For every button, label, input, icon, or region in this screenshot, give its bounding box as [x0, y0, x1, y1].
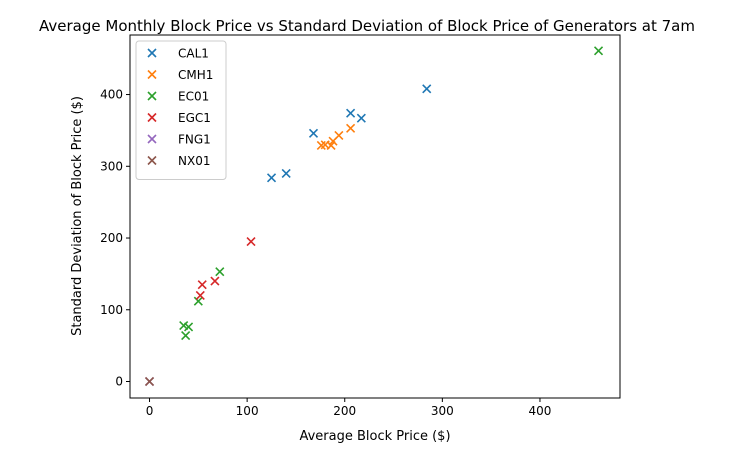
y-tick-label: 100: [100, 303, 123, 317]
plot-area: [144, 46, 604, 387]
x-tick-label: 100: [236, 404, 259, 418]
data-point: [356, 113, 366, 123]
data-point: [184, 322, 194, 332]
series-egc1: [195, 237, 256, 300]
x-axis-label: Average Block Price ($): [299, 429, 450, 444]
data-point: [593, 46, 604, 56]
x-tick-label: 200: [333, 404, 356, 418]
data-point: [197, 280, 207, 290]
chart-title: Average Monthly Block Price vs Standard …: [39, 17, 695, 35]
plot-frame: [129, 34, 621, 399]
legend-marker: [147, 134, 157, 144]
legend-item-ec01: EC01: [147, 90, 209, 104]
legend-item-nx01: NX01: [147, 154, 210, 168]
data-point: [195, 290, 205, 300]
data-point: [193, 296, 203, 306]
y-tick-label: 400: [100, 88, 123, 102]
legend-label: NX01: [178, 154, 210, 168]
data-point: [181, 331, 191, 341]
y-axis: 0 100 200 300 400: [100, 88, 130, 389]
data-point: [334, 130, 344, 141]
y-axis-label: Standard Deviation of Block Price ($): [70, 96, 85, 336]
y-tick-label: 300: [100, 159, 123, 173]
legend-marker: [147, 48, 157, 58]
legend-marker: [147, 91, 157, 101]
data-point: [346, 123, 356, 133]
data-point: [281, 168, 291, 179]
legend-label: CMH1: [178, 68, 213, 82]
legend-label: CAL1: [178, 47, 209, 61]
data-point: [144, 376, 155, 387]
legend-marker: [147, 155, 157, 166]
series-cal1: [266, 84, 432, 183]
series-cmh1: [316, 123, 356, 151]
data-point: [308, 128, 319, 138]
legend-item-egc1: EGC1: [147, 111, 211, 125]
legend-marker: [147, 112, 157, 123]
legend-box: [135, 40, 227, 180]
legend: CAL1 CMH1 EC01 EGC1 FNG1 NX01: [135, 40, 227, 180]
data-point: [246, 237, 256, 247]
series-nx01: [144, 376, 155, 387]
legend-item-fng1: FNG1: [147, 133, 211, 147]
data-point: [422, 84, 432, 94]
legend-marker: [147, 69, 157, 80]
y-tick-label: 0: [115, 375, 123, 389]
data-point: [346, 108, 356, 118]
legend-item-cmh1: CMH1: [147, 68, 213, 82]
series-ec01: [179, 46, 604, 341]
legend-label: FNG1: [178, 133, 211, 147]
data-point: [210, 276, 220, 286]
x-axis: 0 100 200 300 400: [146, 398, 552, 418]
x-tick-label: 300: [431, 404, 454, 418]
legend-item-cal1: CAL1: [147, 47, 209, 61]
x-tick-label: 0: [146, 404, 154, 418]
x-tick-label: 400: [529, 404, 552, 418]
legend-label: EC01: [178, 90, 209, 104]
data-point: [266, 173, 277, 183]
legend-label: EGC1: [178, 111, 211, 125]
data-point: [215, 267, 225, 277]
y-tick-label: 200: [100, 231, 123, 245]
